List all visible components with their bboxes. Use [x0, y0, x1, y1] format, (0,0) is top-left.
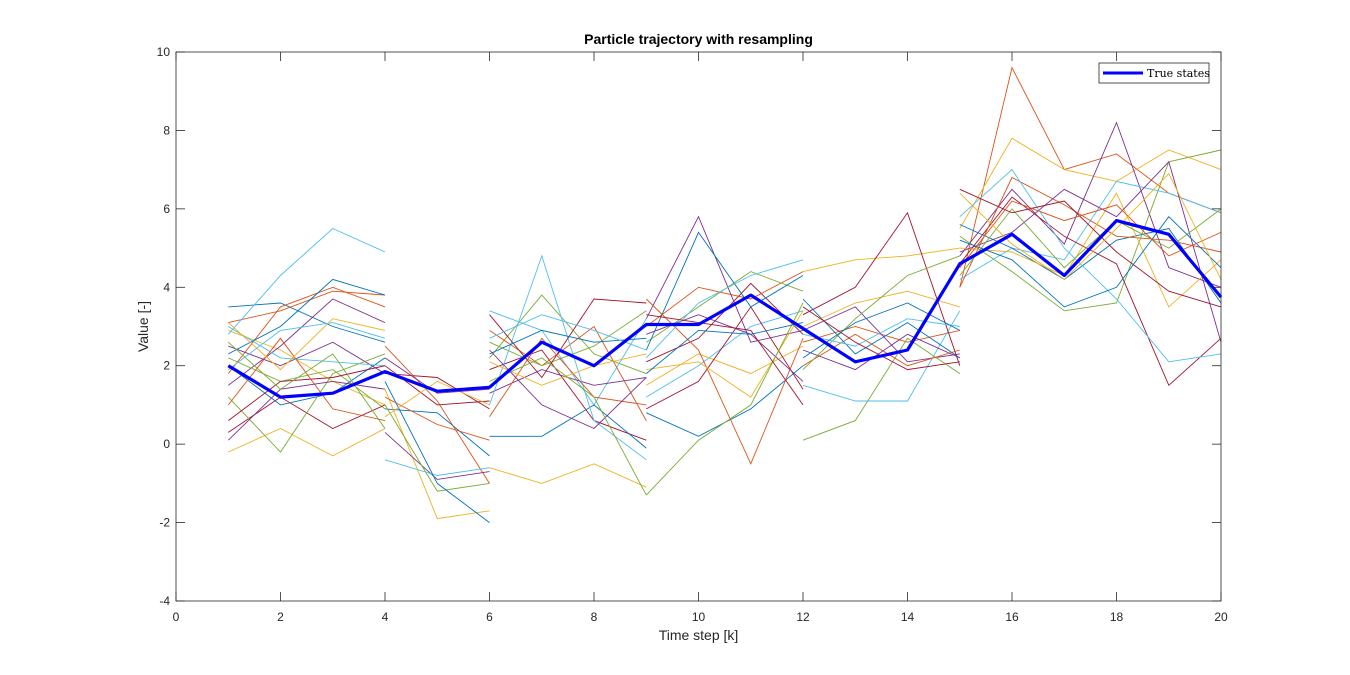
particle-line-1-5: [384, 404, 490, 492]
x-tick-label: 18: [1110, 610, 1124, 624]
particle-line-0-19: [228, 322, 386, 370]
particle-line-5-7: [959, 176, 1222, 288]
x-tick-label: 6: [486, 610, 493, 624]
x-tick-label: 10: [692, 610, 706, 624]
particle-line-5-1: [959, 137, 1222, 229]
particle-line-3-3: [646, 345, 804, 386]
particle-line-2-12: [489, 353, 647, 386]
particle-line-0-12: [228, 326, 386, 367]
particle-line-2-7: [489, 310, 647, 367]
x-tick-label: 0: [173, 610, 180, 624]
legend: True states: [1098, 62, 1210, 84]
particle-line-2-4: [489, 325, 647, 421]
particle-line-3-13: [645, 259, 804, 359]
particle-line-0-10: [228, 341, 386, 374]
particle-line-3-6: [646, 310, 804, 398]
particle-line-1-9: [384, 396, 490, 441]
particle-line-3-7: [646, 306, 804, 410]
particle-line-5-13: [959, 216, 1222, 308]
particle-line-2-5: [489, 463, 647, 488]
y-axis-label: Value [-]: [135, 301, 151, 352]
particle-line-1-6: [384, 459, 490, 476]
particle-line-1-3: [384, 389, 490, 520]
particle-line-0-16: [227, 318, 386, 371]
particle-line-5-10: [959, 208, 1222, 276]
particle-line-5-11: [959, 168, 1222, 363]
particle-line-5-15: [959, 172, 1222, 280]
particle-line-2-14: [489, 357, 647, 496]
particle-line-2-9: [489, 298, 647, 379]
particle-line-1-8: [384, 381, 490, 523]
x-tick-label: 20: [1214, 610, 1228, 624]
particle-line-3-15: [646, 322, 804, 374]
x-tick-label: 16: [1005, 610, 1019, 624]
particle-line-0-17: [227, 380, 386, 441]
particle-line-4-7: [802, 333, 960, 367]
x-tick-label: 4: [382, 610, 389, 624]
particle-line-4-9: [802, 333, 960, 371]
particle-line-4-4: [802, 310, 961, 402]
y-tick-label: -2: [159, 516, 170, 530]
true-states-line: [227, 219, 1223, 399]
particle-line-5-2: [959, 121, 1222, 288]
x-tick-label: 2: [277, 610, 284, 624]
true-states-layer: [227, 219, 1223, 399]
particle-line-4-6: [802, 298, 961, 359]
particle-line-5-6: [959, 224, 1222, 304]
particle-line-3-2: [646, 271, 804, 327]
x-axis-label: Time step [k]: [659, 627, 739, 643]
particle-line-5-14: [959, 200, 1222, 268]
chart-title: Particle trajectory with resampling: [584, 31, 813, 47]
axes: 0 2 4 6 8 10 12 14 16 18 20 -4 -2 0 2 4 6 8 10: [157, 45, 1228, 624]
particle-line-5-12: [959, 188, 1222, 308]
particle-line-0-1: [228, 290, 386, 324]
particle-line-2-3: [489, 404, 647, 449]
x-tick-label: 14: [901, 610, 915, 624]
particle-line-3-14: [646, 314, 804, 406]
y-tick-label: 8: [163, 123, 170, 137]
x-tick-label: 12: [796, 610, 810, 624]
y-tick-label: 4: [163, 280, 170, 294]
particle-line-0-14: [228, 278, 386, 355]
particle-line-4-13: [802, 302, 961, 359]
particle-line-0-7: [228, 357, 386, 406]
particle-line-1-0: [384, 373, 490, 410]
particle-line-1-1: [384, 408, 490, 457]
particle-line-3-8: [645, 231, 804, 351]
particle-line-1-10: [384, 380, 490, 418]
particle-line-5-8: [959, 192, 1222, 308]
particle-line-3-4: [645, 215, 804, 343]
particle-line-0-15: [227, 337, 386, 422]
particle-line-1-11: [384, 357, 490, 394]
particle-line-1-4: [384, 432, 490, 480]
particle-line-0-9: [228, 427, 386, 457]
x-tick-label: 8: [591, 610, 598, 624]
y-tick-label: 10: [157, 45, 171, 59]
particle-line-4-5: [802, 211, 961, 366]
particle-line-0-5: [227, 227, 386, 335]
particle-line-0-13: [228, 365, 386, 421]
particle-line-3-12: [645, 302, 804, 496]
y-tick-label: 6: [163, 202, 170, 216]
y-tick-label: 2: [163, 359, 170, 373]
particle-line-2-15: [489, 314, 647, 351]
y-tick-label: -4: [159, 594, 170, 608]
legend-label-true-states: True states: [1147, 67, 1210, 80]
particle-line-1-2: [384, 345, 490, 484]
y-tick-label: 0: [163, 437, 170, 451]
particle-line-4-1: [802, 247, 960, 273]
particle-line-2-2: [489, 349, 647, 441]
particle-line-0-4: [228, 357, 386, 410]
particle-line-2-13: [489, 349, 647, 430]
particle-line-0-18: [227, 341, 386, 429]
particle-line-5-3: [959, 149, 1222, 312]
legend-box: [1098, 62, 1210, 84]
axes-background: [176, 52, 1221, 601]
